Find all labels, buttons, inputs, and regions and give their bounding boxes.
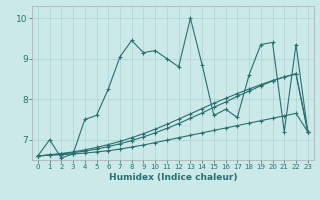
X-axis label: Humidex (Indice chaleur): Humidex (Indice chaleur) bbox=[108, 173, 237, 182]
